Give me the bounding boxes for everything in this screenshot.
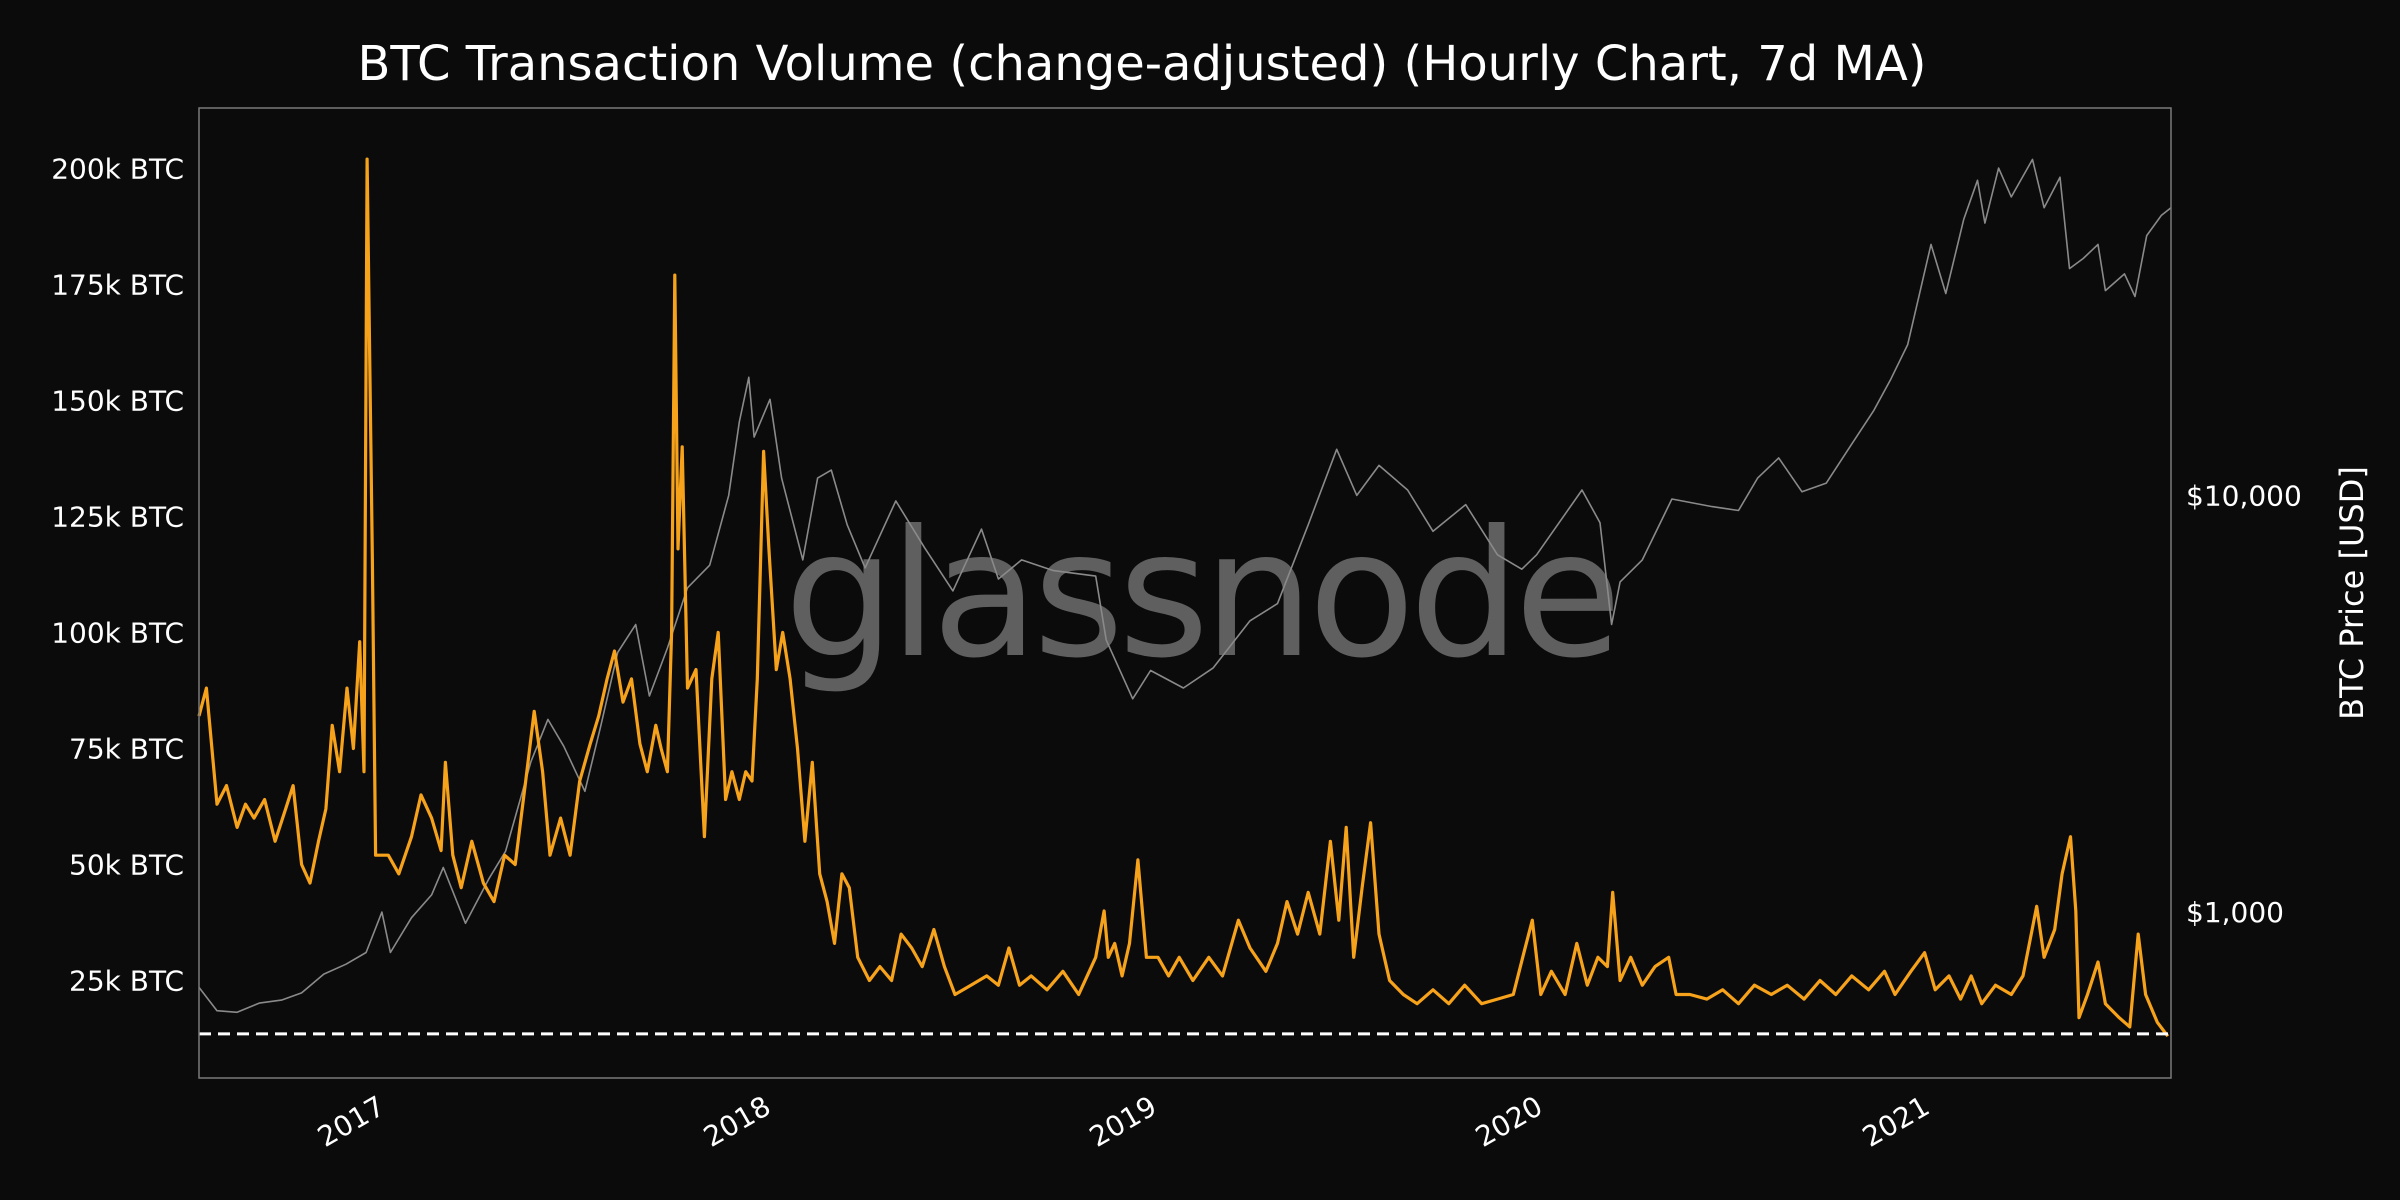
y-left-tick-label: 200k BTC — [51, 152, 184, 185]
y-right-tick-label: $1,000 — [2186, 896, 2284, 929]
x-tick-label: 2021 — [1857, 1089, 1935, 1153]
y-left-tick-label: 150k BTC — [51, 384, 184, 417]
y-left-tick-label: 100k BTC — [51, 616, 184, 649]
x-tick-label: 2017 — [312, 1089, 390, 1153]
y-right-tick-label: $10,000 — [2186, 479, 2302, 512]
y-right-axis-label: BTC Price [USD] — [2333, 466, 2371, 720]
y-left-tick-label: 50k BTC — [69, 849, 184, 882]
x-tick-label: 2018 — [698, 1089, 776, 1153]
y-left-tick-label: 175k BTC — [51, 268, 184, 301]
volume-series-line — [197, 157, 2170, 1038]
chart-title: BTC Transaction Volume (change-adjusted)… — [358, 36, 1927, 92]
watermark: glassnode — [784, 494, 1616, 697]
x-tick-label: 2020 — [1470, 1089, 1548, 1153]
plot-frame — [198, 107, 2172, 1079]
y-left-tick-label: 25k BTC — [69, 965, 184, 998]
x-tick-label: 2019 — [1084, 1089, 1162, 1153]
price-series-line — [198, 158, 2172, 1014]
x-axis: 2017 2018 2019 2020 2021 — [312, 1089, 1935, 1153]
y-left-tick-label: 125k BTC — [51, 500, 184, 533]
y-left-tick-label: 75k BTC — [69, 732, 184, 765]
plot-area — [197, 157, 2172, 1038]
y-left-axis: 25k BTC 50k BTC 75k BTC 100k BTC 125k BTC 150… — [51, 152, 184, 997]
y-right-axis: $1,000 $10,000 — [2186, 479, 2302, 929]
